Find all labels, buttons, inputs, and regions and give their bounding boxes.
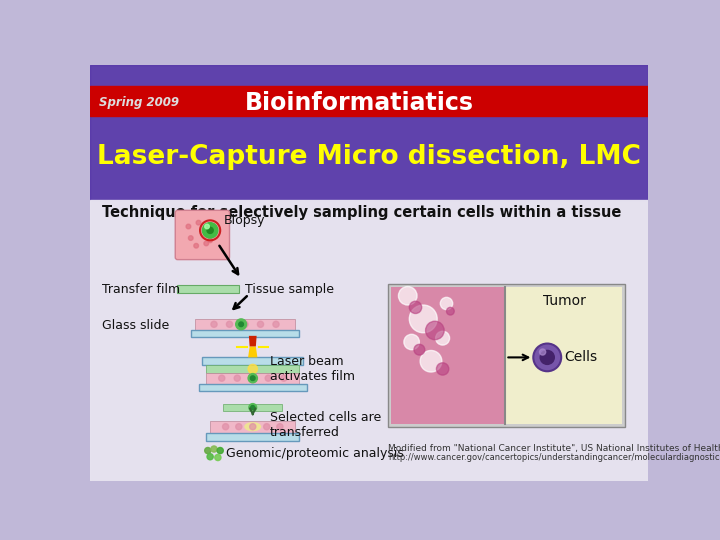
Bar bbox=[90, 65, 648, 200]
Circle shape bbox=[534, 343, 561, 372]
Circle shape bbox=[276, 423, 283, 430]
Circle shape bbox=[239, 322, 243, 327]
Circle shape bbox=[248, 374, 258, 383]
Text: Selected cells are
transferred: Selected cells are transferred bbox=[270, 411, 381, 439]
Circle shape bbox=[398, 287, 417, 305]
Bar bbox=[505, 287, 622, 424]
Text: Laser beam
activates film: Laser beam activates film bbox=[270, 355, 355, 383]
Bar bbox=[199, 383, 307, 392]
Circle shape bbox=[264, 423, 270, 430]
Circle shape bbox=[219, 375, 225, 381]
Circle shape bbox=[204, 241, 209, 246]
Circle shape bbox=[204, 224, 210, 229]
Circle shape bbox=[251, 376, 255, 381]
Text: Biopsy: Biopsy bbox=[224, 214, 266, 227]
Polygon shape bbox=[248, 347, 258, 357]
Polygon shape bbox=[249, 336, 256, 347]
Ellipse shape bbox=[244, 422, 261, 431]
Circle shape bbox=[207, 454, 213, 460]
Circle shape bbox=[226, 321, 233, 327]
Text: Laser-Capture Micro dissection, LMC: Laser-Capture Micro dissection, LMC bbox=[97, 144, 641, 170]
Bar bbox=[191, 330, 300, 338]
Circle shape bbox=[249, 403, 256, 411]
Circle shape bbox=[250, 375, 256, 381]
Circle shape bbox=[436, 331, 449, 345]
Bar bbox=[194, 319, 295, 330]
Bar bbox=[90, 86, 648, 116]
Bar bbox=[206, 433, 300, 441]
FancyBboxPatch shape bbox=[175, 211, 230, 260]
Circle shape bbox=[404, 334, 419, 350]
Text: Technique for selectively sampling certain cells within a tissue: Technique for selectively sampling certa… bbox=[102, 205, 621, 220]
Text: Cells: Cells bbox=[564, 350, 598, 365]
Circle shape bbox=[251, 406, 255, 409]
Circle shape bbox=[235, 423, 242, 430]
Circle shape bbox=[206, 226, 211, 231]
Text: Glass slide: Glass slide bbox=[102, 319, 169, 332]
Circle shape bbox=[420, 350, 442, 372]
Bar bbox=[90, 200, 648, 481]
Circle shape bbox=[441, 298, 453, 309]
Circle shape bbox=[189, 236, 193, 240]
Circle shape bbox=[446, 307, 454, 315]
Bar bbox=[202, 357, 303, 365]
Circle shape bbox=[211, 321, 217, 327]
Circle shape bbox=[196, 220, 201, 225]
Text: Tissue sample: Tissue sample bbox=[245, 283, 334, 296]
Circle shape bbox=[409, 301, 422, 314]
Circle shape bbox=[215, 455, 221, 461]
Text: Genomic/proteomic analysis: Genomic/proteomic analysis bbox=[225, 447, 403, 460]
Text: http://www.cancer.gov/cancertopics/understandingcancer/moleculardiagnostics/Slid: http://www.cancer.gov/cancertopics/under… bbox=[388, 453, 720, 462]
Bar bbox=[210, 421, 295, 433]
Circle shape bbox=[265, 375, 271, 381]
Circle shape bbox=[235, 319, 246, 330]
Circle shape bbox=[222, 423, 229, 430]
Circle shape bbox=[242, 321, 248, 327]
Bar bbox=[223, 403, 282, 410]
Text: Modified from "National Cancer Institute", US National Institutes of Health:: Modified from "National Cancer Institute… bbox=[388, 444, 720, 453]
Text: Transfer film: Transfer film bbox=[102, 283, 180, 296]
Bar bbox=[177, 285, 239, 294]
Circle shape bbox=[539, 350, 555, 365]
Circle shape bbox=[436, 363, 449, 375]
Text: Bioinformatiatics: Bioinformatiatics bbox=[245, 91, 474, 114]
Circle shape bbox=[409, 305, 437, 333]
Circle shape bbox=[426, 321, 444, 340]
Text: Tumor: Tumor bbox=[543, 294, 586, 308]
Bar bbox=[391, 287, 505, 424]
Circle shape bbox=[539, 349, 546, 355]
Circle shape bbox=[250, 423, 256, 430]
Circle shape bbox=[194, 244, 199, 248]
Circle shape bbox=[208, 238, 212, 242]
Circle shape bbox=[211, 446, 217, 452]
Circle shape bbox=[281, 375, 287, 381]
Circle shape bbox=[217, 448, 223, 454]
Circle shape bbox=[273, 321, 279, 327]
Bar bbox=[206, 365, 300, 373]
Text: Spring 2009: Spring 2009 bbox=[99, 96, 179, 109]
Circle shape bbox=[234, 375, 240, 381]
Circle shape bbox=[204, 448, 211, 454]
Circle shape bbox=[207, 227, 213, 233]
Circle shape bbox=[202, 222, 218, 238]
Bar bbox=[206, 373, 300, 383]
Bar bbox=[388, 284, 625, 427]
Circle shape bbox=[258, 321, 264, 327]
Circle shape bbox=[414, 345, 425, 355]
Circle shape bbox=[248, 364, 258, 374]
Circle shape bbox=[186, 224, 191, 229]
